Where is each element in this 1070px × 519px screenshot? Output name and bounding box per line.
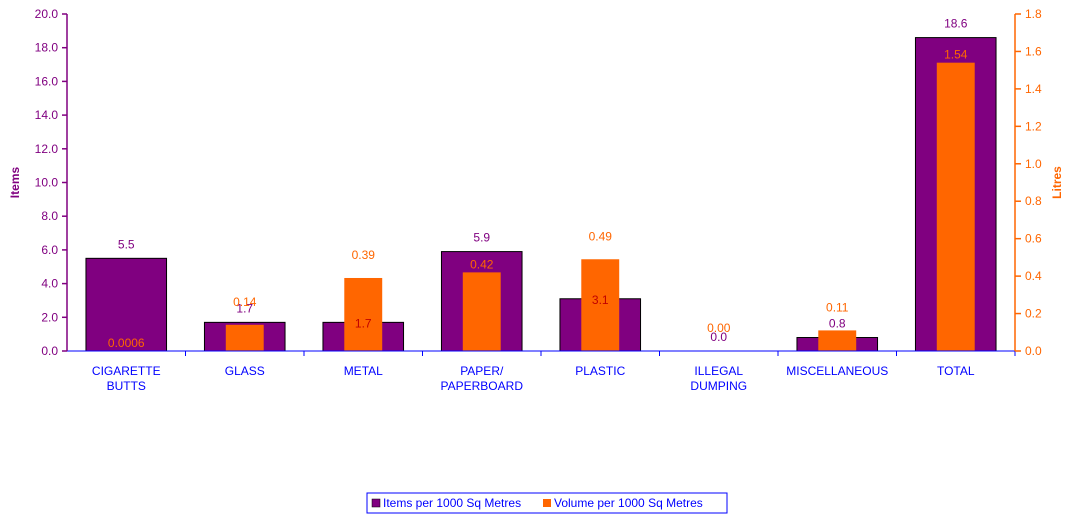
items-data-label: 0.8	[829, 317, 846, 331]
legend-label-items: Items per 1000 Sq Metres	[383, 496, 521, 510]
volume-data-label: 0.42	[470, 257, 494, 271]
right-axis-title: Litres	[1050, 166, 1064, 199]
right-tick-label: 0.6	[1025, 232, 1042, 246]
x-tick-label: GLASS	[225, 364, 265, 378]
x-tick-label: PLASTIC	[575, 364, 625, 378]
right-tick-label: 1.8	[1025, 7, 1042, 21]
x-tick-label: PAPERBOARD	[441, 379, 524, 393]
volume-bar	[226, 325, 264, 351]
volume-bar	[818, 330, 856, 351]
volume-data-label: 0.0006	[108, 336, 145, 350]
legend-swatch-items	[372, 499, 380, 507]
items-data-label: 18.6	[944, 17, 968, 31]
volume-bar	[463, 272, 501, 351]
left-tick-label: 14.0	[35, 108, 59, 122]
volume-data-label: 0.11	[826, 300, 849, 314]
right-tick-label: 0.4	[1025, 269, 1042, 283]
left-tick-label: 4.0	[41, 277, 58, 291]
right-tick-label: 0.0	[1025, 344, 1042, 358]
volume-data-label: 0.49	[589, 229, 613, 243]
left-tick-label: 18.0	[35, 41, 59, 55]
legend-swatch-volume	[543, 499, 551, 507]
left-tick-label: 6.0	[41, 243, 58, 257]
legend-label-volume: Volume per 1000 Sq Metres	[554, 496, 703, 510]
items-data-label: 1.7	[355, 316, 372, 330]
x-tick-label: MISCELLANEOUS	[786, 364, 888, 378]
x-tick-label: TOTAL	[937, 364, 975, 378]
left-tick-label: 16.0	[35, 74, 59, 88]
right-tick-label: 1.4	[1025, 82, 1042, 96]
left-tick-label: 10.0	[35, 176, 59, 190]
left-tick-label: 0.0	[41, 344, 58, 358]
x-tick-label: PAPER/	[460, 364, 504, 378]
left-tick-label: 12.0	[35, 142, 59, 156]
volume-bar	[937, 63, 975, 351]
right-tick-label: 1.6	[1025, 44, 1042, 58]
left-axis-title: Items	[8, 167, 22, 199]
volume-data-label: 0.00	[707, 321, 731, 335]
right-tick-label: 0.2	[1025, 307, 1042, 321]
x-tick-label: ILLEGAL	[694, 364, 743, 378]
volume-data-label: 1.54	[944, 48, 968, 62]
x-tick-label: METAL	[344, 364, 383, 378]
volume-data-label: 0.39	[352, 248, 376, 262]
items-data-label: 5.9	[473, 231, 490, 245]
left-tick-label: 8.0	[41, 209, 58, 223]
x-tick-label: CIGARETTE	[92, 364, 161, 378]
right-tick-label: 1.0	[1025, 157, 1042, 171]
volume-bar	[344, 278, 382, 351]
left-tick-label: 2.0	[41, 310, 58, 324]
volume-data-label: 0.14	[233, 295, 257, 309]
x-tick-label: BUTTS	[107, 379, 146, 393]
items-data-label: 3.1	[592, 293, 609, 307]
right-tick-label: 1.2	[1025, 119, 1042, 133]
right-tick-label: 0.8	[1025, 194, 1042, 208]
x-tick-label: DUMPING	[690, 379, 747, 393]
items-data-label: 5.5	[118, 237, 135, 251]
left-tick-label: 20.0	[35, 7, 59, 21]
